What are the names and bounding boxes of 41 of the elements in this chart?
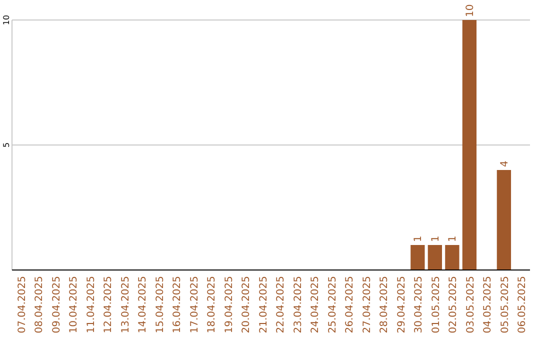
x-tick-label: 30.04.2025 (414, 276, 425, 334)
x-tick-label: 16.04.2025 (172, 276, 184, 334)
x-tick-label: 25.04.2025 (327, 276, 338, 334)
x-tick-label: 09.04.2025 (51, 276, 62, 334)
x-tick-label: 17.04.2025 (189, 276, 200, 334)
x-tick-label: 05.05.2025 (500, 276, 511, 334)
x-tick-label: 24.04.2025 (310, 276, 322, 334)
bar (462, 20, 477, 270)
x-tick-label: 01.05.2025 (430, 276, 442, 334)
x-tick-label: 18.04.2025 (206, 276, 218, 334)
x-tick-label: 21.04.2025 (258, 276, 270, 334)
x-tick-label: 22.04.2025 (276, 276, 287, 334)
x-tick-label: 14.04.2025 (138, 276, 149, 334)
x-tick-label: 28.04.2025 (379, 276, 390, 334)
bar (496, 170, 512, 270)
x-tick-label: 12.04.2025 (103, 276, 114, 334)
data-label: 10 (464, 4, 476, 17)
bar (410, 245, 425, 270)
x-tick-label: 19.04.2025 (224, 276, 235, 334)
x-tick-label: 26.04.2025 (344, 276, 356, 334)
x-tick-label: 02.05.2025 (448, 276, 460, 334)
x-tick-label: 20.04.2025 (241, 276, 252, 334)
x-tick-label: 03.05.2025 (465, 276, 476, 334)
y-tick-label: 5 (2, 142, 11, 148)
data-label: 1 (448, 236, 459, 242)
data-label: 1 (430, 236, 442, 242)
x-tick-label: 11.04.2025 (86, 276, 97, 334)
x-tick-label: 07.04.2025 (16, 276, 28, 334)
x-tick-label: 06.05.2025 (517, 276, 528, 334)
x-tick-label: 10.04.2025 (68, 276, 80, 334)
x-tick-label: 23.04.2025 (292, 276, 304, 334)
data-label: 4 (499, 160, 510, 167)
x-tick-label: 08.04.2025 (34, 276, 46, 334)
x-tick-label: 13.04.2025 (120, 276, 132, 334)
x-tick-label: 29.04.2025 (396, 276, 408, 334)
data-label: 1 (413, 236, 424, 242)
bar (445, 245, 460, 270)
x-tick-label: 04.05.2025 (482, 276, 494, 334)
x-tick-label: 15.04.2025 (154, 276, 166, 334)
x-tick-label: 27.04.2025 (362, 276, 373, 334)
bar (428, 245, 442, 270)
